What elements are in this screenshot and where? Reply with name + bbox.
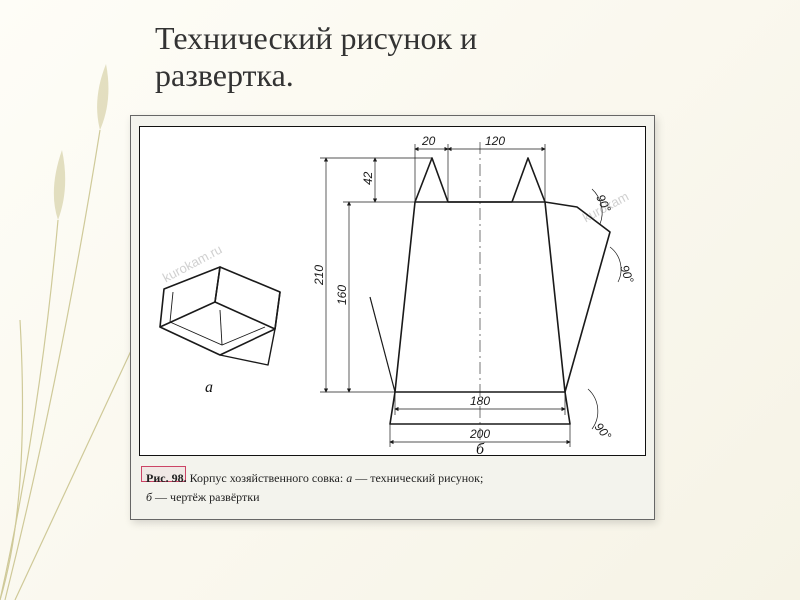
figure-caption: Рис. 98. Корпус хозяйственного совка: а …	[146, 469, 639, 506]
caption-fig-number: Рис. 98.	[146, 471, 187, 485]
figure-container: kurokam.ru kurokam	[130, 115, 655, 520]
dim-160: 160	[335, 285, 349, 305]
title-line-1: Технический рисунок и	[155, 20, 477, 56]
label-a: а	[205, 379, 213, 397]
dim-120: 120	[485, 134, 505, 148]
caption-b-text: — чертёж развёртки	[155, 490, 259, 504]
dim-20: 20	[421, 134, 436, 148]
caption-main: Корпус хозяйственного совка:	[190, 471, 344, 485]
title-line-2: развертка.	[155, 57, 294, 93]
slide: Технический рисунок и развертка. kurokam…	[0, 0, 800, 600]
dim-42: 42	[361, 171, 375, 185]
dim-200: 200	[469, 427, 490, 441]
dim-210: 210	[312, 265, 326, 286]
technical-drawing: 20 120 42 160 210 180 200 90° 90° 90°	[140, 127, 649, 457]
dim-180: 180	[470, 394, 490, 408]
label-b: б	[476, 441, 484, 459]
caption-b-tag: б	[146, 490, 152, 504]
caption-a-tag: а	[346, 471, 352, 485]
dim-90a: 90°	[593, 192, 614, 215]
drawing-frame: kurokam.ru kurokam	[139, 126, 646, 456]
slide-title: Технический рисунок и развертка.	[155, 20, 477, 94]
caption-a-text: — технический рисунок;	[355, 471, 483, 485]
dim-90b: 90°	[617, 263, 636, 285]
